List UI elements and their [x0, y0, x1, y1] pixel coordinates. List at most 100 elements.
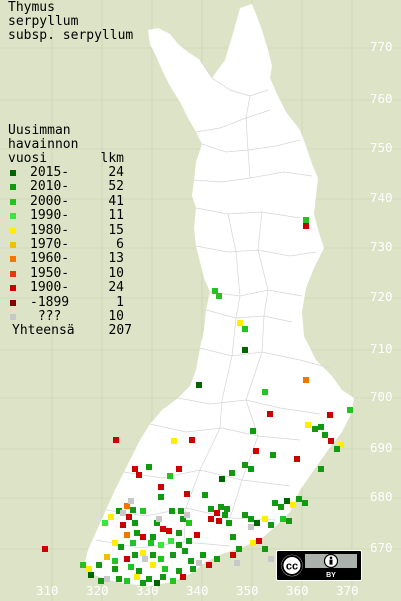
observation-square: [102, 520, 108, 526]
legend-row: 2010- 52: [8, 180, 132, 194]
observation-square: [347, 407, 353, 413]
observation-square: [305, 422, 311, 428]
observation-square: [180, 516, 186, 522]
observation-square: [236, 546, 242, 552]
observation-square: [253, 448, 259, 454]
easting-label: 340: [186, 583, 209, 598]
observation-square: [200, 552, 206, 558]
legend-row: 2000- 41: [8, 194, 132, 209]
legend-swatch: [10, 184, 16, 191]
legend-swatch: [10, 213, 16, 220]
legend-period-count: 10: [108, 308, 124, 324]
observation-square: [328, 438, 334, 444]
legend-swatch: [10, 198, 16, 205]
observation-square: [248, 466, 254, 472]
observation-square: [169, 508, 175, 514]
observation-square: [98, 578, 104, 584]
observation-square: [176, 542, 182, 548]
observation-square: [214, 510, 220, 516]
observation-square: [160, 574, 166, 580]
observation-square: [80, 562, 86, 568]
observation-square: [126, 514, 132, 520]
observation-square: [162, 566, 168, 572]
northing-label: 760: [370, 91, 393, 106]
legend-total-label: Yhteensä: [12, 323, 75, 339]
observation-square: [322, 432, 328, 438]
legend-period-label: ???: [30, 308, 62, 324]
observation-square: [250, 428, 256, 434]
observation-square: [270, 452, 276, 458]
legend-count-header: lkm: [100, 151, 124, 166]
observation-square: [146, 464, 152, 470]
observation-square: [104, 554, 110, 560]
observation-square: [176, 466, 182, 472]
observation-square: [146, 576, 152, 582]
observation-square: [158, 542, 164, 548]
observation-square: [224, 506, 230, 512]
northing-label: 770: [370, 39, 393, 54]
legend-row: 2015- 24: [8, 166, 132, 180]
observation-square: [194, 532, 200, 538]
observation-square: [290, 502, 296, 508]
observation-square: [302, 500, 308, 506]
observation-square: [176, 568, 182, 574]
observation-square: [234, 560, 240, 566]
observation-square: [104, 576, 110, 582]
observation-square: [134, 530, 140, 536]
legend-total-count: 207: [108, 323, 132, 339]
observation-square: [248, 524, 254, 530]
observation-square: [196, 382, 202, 388]
legend-period-label: 1970-: [30, 236, 70, 252]
observation-square: [136, 568, 142, 574]
observation-square: [136, 472, 142, 478]
observation-square: [222, 512, 228, 518]
observation-square: [190, 566, 196, 572]
northing-label: 690: [370, 440, 393, 455]
observation-square: [242, 512, 248, 518]
observation-square: [242, 462, 248, 468]
observation-square: [267, 411, 273, 417]
observation-square: [230, 552, 236, 558]
observation-square: [303, 223, 309, 229]
legend-heading-line-1: Uusimman: [8, 123, 71, 138]
easting-label: 360: [286, 583, 309, 598]
observation-square: [128, 498, 134, 504]
observation-square: [216, 518, 222, 524]
legend-swatch: [10, 241, 16, 248]
legend-period-label: 2015-: [30, 165, 70, 180]
legend-row: 1950- 10: [8, 266, 132, 281]
legend-swatch: [10, 270, 16, 277]
easting-label: 370: [336, 583, 359, 598]
legend-row: ??? 10: [8, 308, 132, 324]
legend-swatch: [10, 227, 16, 234]
easting-label: 330: [136, 583, 159, 598]
cc-symbol-text: cc: [286, 561, 298, 573]
species-title: Thymus serpyllum subsp. serpyllum: [8, 1, 133, 43]
observation-square: [229, 470, 235, 476]
legend-period-label: 1980-: [30, 222, 70, 238]
observation-square: [140, 550, 146, 556]
observation-square: [237, 320, 243, 326]
by-label: BY: [326, 572, 336, 579]
northing-label: 740: [370, 190, 393, 205]
observation-square: [318, 424, 324, 430]
legend-period-count: 15: [108, 222, 124, 238]
observation-square: [113, 437, 119, 443]
observation-square: [168, 538, 174, 544]
municipality-borders: [95, 59, 331, 549]
observation-square: [218, 504, 224, 510]
observation-square: [294, 456, 300, 462]
legend-total-row: Yhteensä 207: [8, 324, 132, 338]
legend-period-label: 1990-: [30, 208, 70, 224]
title-line-1: Thymus: [8, 0, 55, 15]
legend-row: 1900- 24: [8, 281, 132, 295]
legend-period-label: 1900-: [30, 280, 70, 296]
legend-period-count: 6: [116, 236, 124, 252]
observation-square: [160, 526, 166, 532]
observation-square: [142, 556, 148, 562]
observation-square: [167, 473, 173, 479]
observation-square: [214, 556, 220, 562]
cc-by-license-badge[interactable]: cc BY: [276, 550, 362, 581]
